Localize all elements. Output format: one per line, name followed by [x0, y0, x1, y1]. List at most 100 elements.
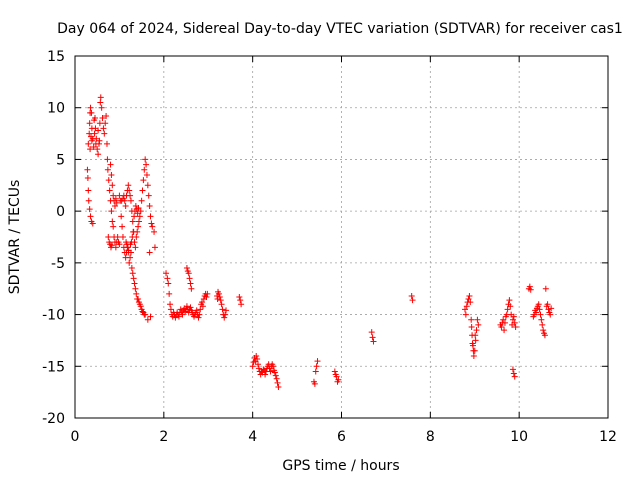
data-point — [369, 334, 376, 341]
data-point — [87, 133, 94, 140]
data-point — [145, 192, 152, 199]
data-point — [538, 316, 545, 323]
data-point — [275, 383, 282, 390]
data-point — [474, 316, 481, 323]
data-point — [146, 202, 153, 209]
data-point — [103, 112, 110, 119]
data-point — [468, 316, 475, 323]
data-point — [97, 94, 104, 101]
data-point — [249, 363, 256, 370]
data-point — [470, 352, 477, 359]
data-point — [131, 213, 138, 220]
data-point — [188, 285, 195, 292]
data-point — [147, 213, 154, 220]
data-point — [102, 120, 109, 127]
data-point — [151, 244, 158, 251]
data-point — [164, 275, 171, 282]
y-axis-label: SDTVAR / TECUs — [7, 180, 23, 295]
data-point — [100, 125, 107, 132]
data-point — [472, 332, 479, 339]
data-point — [109, 182, 116, 189]
data-point — [536, 306, 543, 313]
data-point — [135, 296, 142, 303]
data-point — [108, 242, 115, 249]
data-point — [125, 247, 132, 254]
data-point — [136, 213, 143, 220]
data-point — [119, 234, 126, 240]
data-point — [498, 323, 505, 330]
data-point — [88, 109, 95, 116]
data-point — [199, 299, 206, 306]
data-point — [509, 316, 516, 323]
data-point — [130, 275, 137, 282]
data-point — [193, 307, 200, 314]
data-point — [129, 234, 136, 240]
data-point — [547, 311, 554, 318]
data-point — [270, 363, 277, 370]
x-tick-label: 2 — [159, 429, 168, 445]
data-point — [535, 301, 542, 308]
data-point — [311, 380, 318, 387]
data-point — [109, 218, 116, 225]
data-point — [118, 213, 125, 220]
data-point — [333, 373, 340, 380]
data-point — [86, 130, 93, 137]
data-point — [92, 140, 99, 147]
data-point — [135, 223, 142, 230]
data-point — [133, 290, 140, 297]
data-point — [548, 305, 555, 312]
data-point — [510, 370, 517, 377]
data-point — [139, 187, 146, 194]
data-point — [175, 313, 182, 320]
data-point — [463, 303, 470, 310]
data-point — [86, 120, 93, 127]
data-point — [272, 372, 279, 379]
data-point — [89, 220, 96, 227]
data-point — [370, 338, 377, 345]
data-point — [142, 311, 149, 318]
data-point — [187, 304, 194, 311]
data-point — [533, 309, 540, 316]
data-point — [501, 327, 508, 334]
data-point — [126, 187, 133, 194]
data-point — [177, 306, 184, 313]
data-point — [179, 311, 186, 318]
data-point — [139, 308, 146, 315]
data-point — [122, 202, 129, 209]
data-point — [132, 285, 139, 292]
data-point — [84, 166, 91, 173]
data-point — [504, 306, 511, 313]
data-point — [217, 297, 224, 304]
data-point — [129, 218, 136, 225]
data-point — [147, 313, 154, 320]
data-point — [84, 175, 91, 182]
data-point — [466, 292, 473, 299]
data-point — [165, 280, 172, 287]
data-point — [95, 127, 102, 134]
data-point — [146, 249, 153, 256]
data-points — [84, 94, 555, 390]
data-point — [166, 290, 173, 297]
data-point — [114, 234, 121, 240]
x-tick-label: 4 — [248, 429, 257, 445]
data-point — [262, 371, 269, 378]
data-point — [199, 303, 206, 310]
data-point — [218, 301, 225, 308]
data-point — [99, 115, 106, 122]
data-point — [107, 161, 114, 168]
data-point — [183, 303, 190, 310]
data-point — [143, 161, 150, 168]
data-point — [128, 265, 135, 272]
data-point — [527, 286, 534, 293]
data-point — [219, 306, 226, 313]
data-point — [506, 297, 513, 304]
data-point — [470, 347, 477, 354]
data-point — [537, 311, 544, 318]
data-point — [95, 151, 102, 158]
data-point — [475, 321, 482, 328]
data-point — [111, 202, 118, 209]
data-point — [221, 314, 228, 321]
y-tick-label: 15 — [47, 49, 65, 65]
data-point — [143, 171, 150, 178]
